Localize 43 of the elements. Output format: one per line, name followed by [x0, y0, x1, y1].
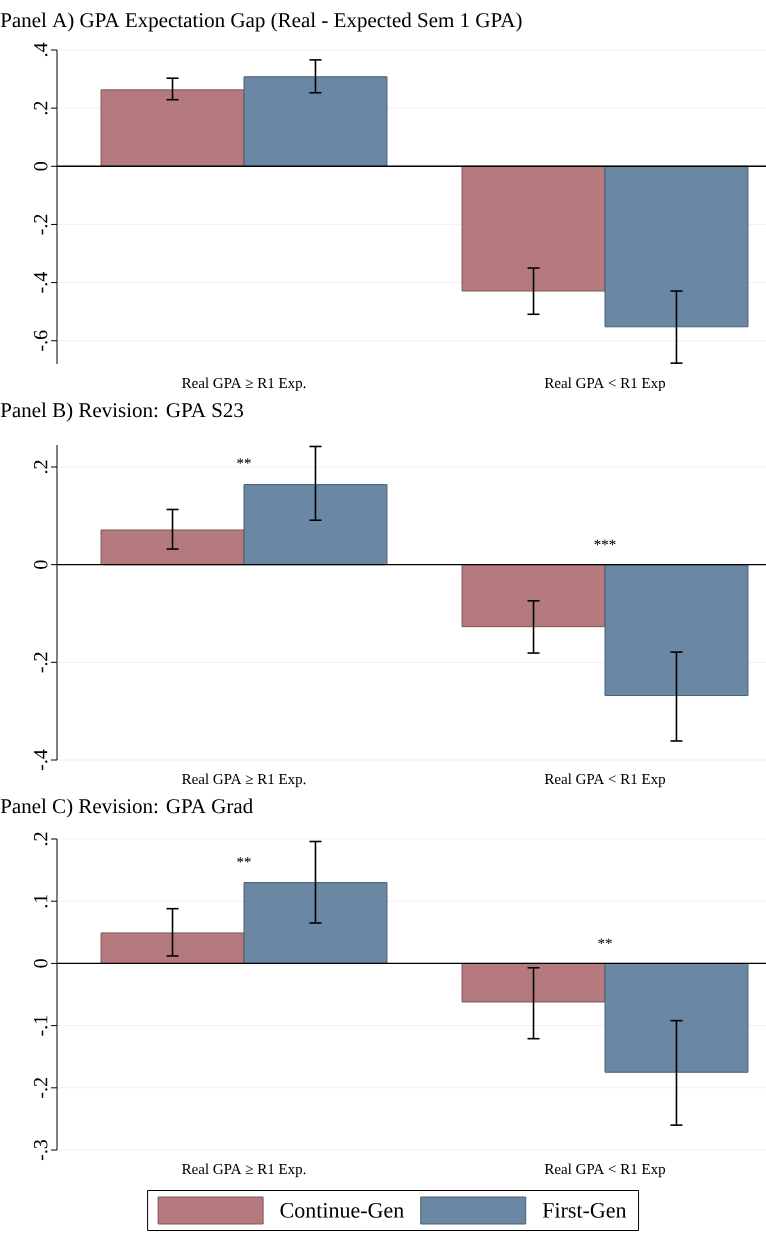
- chart-title: Panel C) Revision: GPA Grad: [0, 798, 253, 818]
- y-tick-label: -.4: [34, 272, 48, 293]
- bar: [461, 165, 606, 292]
- x-tick-label: Real GPA ≥ R1 Exp.: [182, 377, 306, 392]
- annotation: **: [598, 938, 612, 945]
- y-tick-label: .2: [33, 832, 48, 846]
- bar: [243, 882, 388, 964]
- x-tick-label: Real GPA < R1 Exp: [544, 1163, 666, 1178]
- x-tick-label: Real GPA < R1 Exp: [544, 773, 666, 788]
- x-tick-label: Real GPA ≥ R1 Exp.: [182, 1163, 306, 1178]
- bar: [461, 962, 606, 1003]
- annotation: **: [237, 458, 251, 464]
- bar: [243, 76, 388, 167]
- legend-label: First-Gen: [542, 1202, 627, 1218]
- y-tick-label: -.2: [33, 214, 48, 235]
- annotation: **: [237, 857, 251, 863]
- y-tick-label: -.4: [34, 749, 48, 771]
- y-tick-label: 0: [33, 560, 48, 569]
- annotation: ***: [594, 539, 616, 546]
- chart-title: Panel B) Revision: GPA S23: [0, 402, 244, 422]
- y-tick-label: .2: [33, 101, 48, 115]
- bar: [100, 932, 245, 964]
- y-tick-label: -.2: [33, 1078, 48, 1098]
- y-tick-label: 0: [33, 959, 48, 968]
- bar: [243, 484, 388, 566]
- y-tick-label: .4: [34, 42, 48, 57]
- bar: [604, 165, 749, 328]
- bar: [461, 564, 606, 628]
- y-tick-label: 0: [33, 162, 48, 171]
- bar: [100, 89, 245, 167]
- y-tick-label: -.2: [33, 652, 48, 673]
- bar: [604, 962, 749, 1073]
- chart-title: Panel A) GPA Expectation Gap (Real - Expected Sem 1 GPA): [0, 12, 522, 32]
- y-tick-label: .2: [33, 460, 48, 474]
- y-tick-label: .1: [33, 894, 48, 908]
- y-tick-label: -.1: [33, 1015, 48, 1036]
- y-tick-label: -.3: [33, 1139, 48, 1161]
- y-tick-label: -.6: [33, 330, 48, 351]
- bar: [604, 564, 749, 697]
- x-tick-label: Real GPA ≥ R1 Exp.: [182, 773, 306, 788]
- bar: [100, 529, 245, 566]
- x-tick-label: Real GPA < R1 Exp: [544, 377, 666, 392]
- legend-label: Continue-Gen: [280, 1202, 404, 1218]
